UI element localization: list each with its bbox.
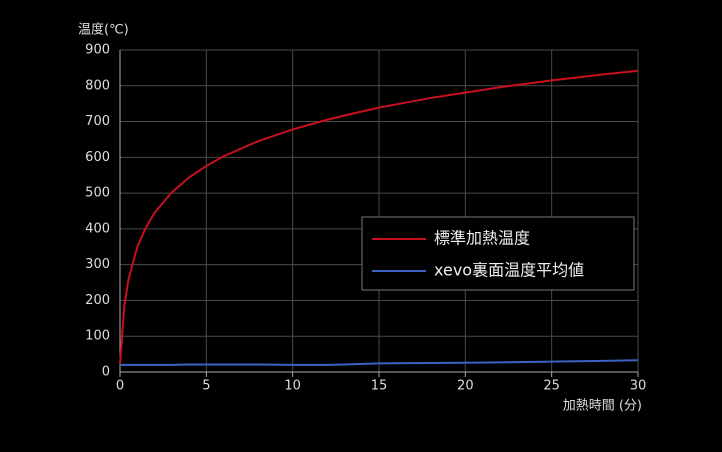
x-tick-label: 20: [457, 379, 474, 394]
legend-label: 標準加熱温度: [434, 229, 530, 248]
y-tick-label: 900: [85, 43, 110, 58]
y-tick-label: 700: [85, 114, 110, 129]
y-tick-label: 800: [85, 78, 110, 93]
y-tick-label: 400: [85, 221, 110, 236]
x-tick-label: 10: [284, 379, 301, 394]
x-axis-label: 加熱時間 (分): [563, 399, 642, 414]
y-tick-label: 500: [85, 186, 110, 201]
legend-label: xevo裏面温度平均値: [434, 261, 584, 280]
y-tick-label: 600: [85, 150, 110, 165]
series-line: [119, 69, 639, 365]
y-tick-label: 200: [85, 293, 110, 308]
legend-box: [361, 216, 635, 291]
x-tick-label: 25: [543, 379, 560, 394]
x-tick-label: 5: [202, 379, 210, 394]
y-axis-label: 温度(℃): [78, 22, 129, 38]
x-tick-label: 0: [116, 379, 124, 394]
y-tick-label: 0: [102, 365, 110, 380]
x-tick-label: 15: [371, 379, 388, 394]
y-tick-label: 300: [85, 257, 110, 272]
x-tick-label: 30: [630, 379, 647, 394]
series-line: [120, 359, 639, 366]
y-tick-label: 100: [85, 329, 110, 344]
